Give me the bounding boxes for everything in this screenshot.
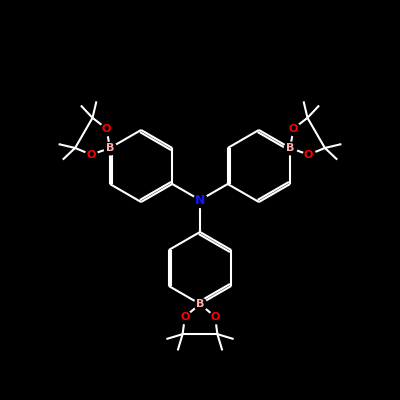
Text: O: O xyxy=(180,312,190,322)
Text: O: O xyxy=(210,312,220,322)
Text: B: B xyxy=(106,143,114,153)
Text: O: O xyxy=(87,150,96,160)
Text: B: B xyxy=(286,143,294,153)
Text: O: O xyxy=(289,124,298,134)
Text: O: O xyxy=(304,150,313,160)
Text: B: B xyxy=(196,299,204,309)
Text: N: N xyxy=(195,194,205,206)
Text: O: O xyxy=(102,124,111,134)
